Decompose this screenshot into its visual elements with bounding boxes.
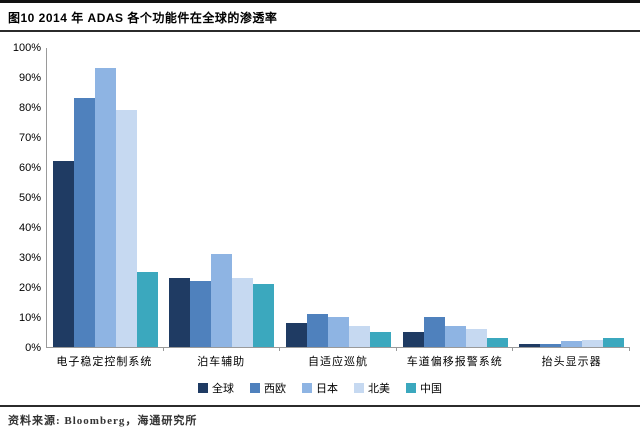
bar-series-日本-cat-2 — [211, 254, 233, 347]
bar-series-全球-cat-1 — [52, 161, 74, 347]
bar-series-日本-cat-3 — [327, 317, 349, 347]
x-category-label: 自适应巡航 — [307, 356, 368, 368]
legend-item-日本: 日本 — [302, 380, 338, 396]
x-category-label: 车道偏移报警系统 — [406, 356, 503, 368]
bar-series-北美-cat-4 — [465, 329, 487, 347]
bar-series-中国-cat-2 — [253, 284, 275, 347]
bar-series-全球-cat-5 — [519, 344, 541, 347]
bar-series-中国-cat-5 — [603, 338, 625, 347]
x-category-label: 泊车辅助 — [197, 356, 246, 368]
bar-series-西欧-cat-2 — [190, 281, 212, 347]
y-axis: 100% 90% 80% 70% 60% 50% 40% 30% 20% 10% 0% — [12, 42, 41, 354]
bar-series-日本-cat-5 — [561, 341, 583, 347]
top-rule — [0, 0, 640, 3]
plot-area — [46, 48, 630, 351]
bar-series-全球-cat-4 — [402, 332, 424, 347]
bar-group-2 — [164, 48, 281, 351]
legend-item-北美: 北美 — [354, 380, 390, 396]
legend-swatch-icon — [250, 383, 260, 393]
bar-series-中国-cat-4 — [486, 338, 508, 347]
bar-group-4 — [397, 48, 514, 351]
bar-series-日本-cat-1 — [94, 68, 116, 347]
footer-rule — [0, 405, 640, 407]
bar-series-西欧-cat-5 — [540, 344, 562, 347]
legend-swatch-icon — [406, 383, 416, 393]
x-category-label: 抬头显示器 — [541, 356, 602, 368]
bar-series-西欧-cat-3 — [306, 314, 328, 347]
legend-label: 西欧 — [264, 383, 286, 395]
bar-series-中国-cat-1 — [136, 272, 158, 347]
legend-label: 北美 — [368, 383, 390, 395]
bar-series-日本-cat-4 — [444, 326, 466, 347]
bar-series-全球-cat-3 — [285, 323, 307, 347]
legend-item-全球: 全球 — [198, 380, 234, 396]
legend-label: 全球 — [212, 383, 234, 395]
bar-series-全球-cat-2 — [169, 278, 191, 347]
chart-legend: 全球 西欧 日本 北美 中国 — [0, 380, 640, 396]
legend-item-中国: 中国 — [406, 380, 442, 396]
bar-series-北美-cat-2 — [232, 278, 254, 347]
legend-item-西欧: 西欧 — [250, 380, 286, 396]
bar-series-北美-cat-5 — [582, 339, 604, 347]
x-axis-labels: 电子稳定控制系统 泊车辅助 自适应巡航 车道偏移报警系统 抬头显示器 — [0, 353, 640, 369]
legend-label: 日本 — [316, 383, 338, 395]
legend-swatch-icon — [198, 383, 208, 393]
bar-series-北美-cat-3 — [348, 326, 370, 347]
legend-swatch-icon — [302, 383, 312, 393]
legend-label: 中国 — [420, 383, 442, 395]
legend-swatch-icon — [354, 383, 364, 393]
bar-group-3 — [280, 48, 397, 351]
source-note: 资料来源: Bloomberg，海通研究所 — [8, 415, 198, 427]
bar-series-中国-cat-3 — [369, 332, 391, 347]
bar-series-北美-cat-1 — [115, 110, 137, 347]
bar-chart: 100% 90% 80% 70% 60% 50% 40% 30% 20% 10% 0% 电子稳定控制… — [0, 36, 640, 396]
x-category-label: 电子稳定控制系统 — [56, 356, 153, 368]
bar-series-西欧-cat-4 — [423, 317, 445, 347]
bar-series-西欧-cat-1 — [73, 98, 95, 347]
bar-group-5 — [513, 48, 630, 351]
chart-title: 图10 2014 年 ADAS 各个功能件在全球的渗透率 — [0, 3, 640, 32]
bar-group-1 — [47, 48, 164, 351]
